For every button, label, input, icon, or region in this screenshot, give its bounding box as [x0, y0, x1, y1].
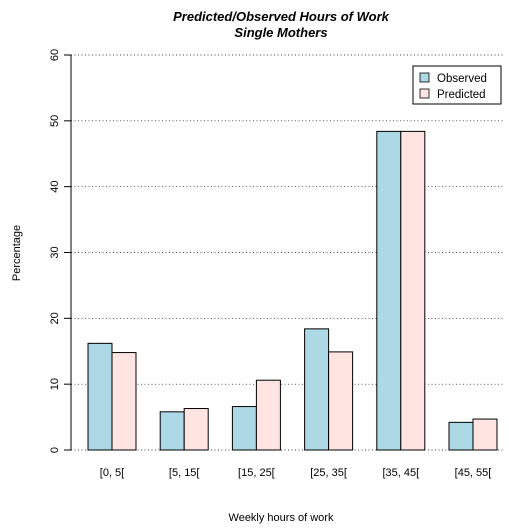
x-tick-label: [5, 15[: [169, 467, 200, 479]
bar-predicted-5: [472, 418, 498, 451]
bar-observed-1: [159, 411, 185, 451]
x-tick-label: [35, 45[: [382, 467, 419, 479]
legend-swatch-predicted: [419, 88, 430, 99]
bars: [87, 130, 498, 451]
y-tick-label: 50: [49, 115, 61, 127]
bar-observed-0: [87, 342, 113, 451]
y-tick-label: 10: [49, 378, 61, 390]
y-tick-label: 60: [49, 49, 61, 61]
bar-observed-5: [448, 421, 474, 451]
bar-predicted-4: [400, 130, 426, 451]
bar-observed-3: [304, 328, 330, 451]
bar-predicted-3: [328, 351, 354, 451]
bar-predicted-2: [255, 379, 281, 451]
x-tick-label: [45, 55[: [455, 467, 492, 479]
x-tick-label: [15, 25[: [238, 467, 275, 479]
y-axis-ticks: 0 10 20 30 40 50 60: [49, 49, 71, 453]
bar-observed-4: [376, 130, 402, 451]
y-tick-label: 40: [49, 181, 61, 193]
legend-label-observed: Observed: [437, 73, 487, 85]
legend-label-predicted: Predicted: [437, 89, 486, 101]
gridlines: [71, 54, 504, 451]
legend-swatch-observed: [419, 72, 430, 83]
chart-title: Predicted/Observed Hours of Work: [173, 9, 390, 24]
y-axis-label: Percentage: [11, 225, 23, 281]
x-tick-label: [25, 35[: [310, 467, 347, 479]
x-axis-tick-labels: [0, 5[ [5, 15[ [15, 25[ [25, 35[ [35, 45[ [45…: [100, 467, 492, 479]
bar-predicted-0: [111, 352, 137, 451]
legend: Observed Predicted: [412, 65, 502, 105]
y-tick-label: 20: [49, 312, 61, 324]
y-tick-label: 30: [49, 246, 61, 258]
chart-subtitle: Single Mothers: [234, 25, 327, 40]
bar-predicted-1: [183, 408, 209, 451]
bar-observed-2: [231, 406, 257, 451]
x-axis-label: Weekly hours of work: [229, 512, 334, 524]
y-tick-label: 0: [49, 447, 61, 453]
x-tick-label: [0, 5[: [100, 467, 124, 479]
